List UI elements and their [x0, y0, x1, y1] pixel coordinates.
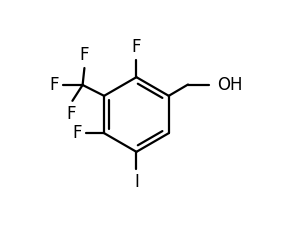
Text: F: F	[80, 46, 89, 64]
Text: OH: OH	[217, 76, 242, 93]
Text: I: I	[134, 173, 139, 191]
Text: F: F	[72, 124, 82, 142]
Text: F: F	[132, 38, 141, 56]
Text: F: F	[67, 105, 76, 123]
Text: F: F	[50, 76, 59, 94]
